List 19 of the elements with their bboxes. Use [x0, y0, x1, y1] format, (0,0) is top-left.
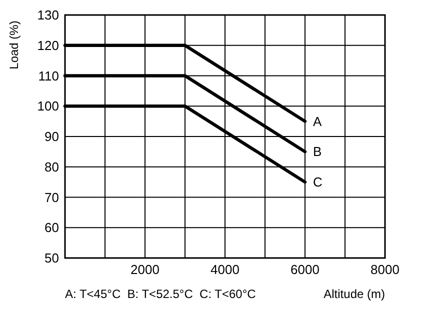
y-tick-label: 100	[37, 98, 59, 114]
y-axis-title: Load (%)	[7, 20, 21, 70]
series-label: A	[313, 114, 322, 129]
y-tick-label: 60	[44, 220, 59, 236]
x-tick-label: 6000	[290, 262, 320, 277]
y-tick-label: 80	[44, 159, 59, 174]
y-tick-label: 120	[37, 38, 59, 53]
y-tick-label: 110	[38, 68, 59, 84]
x-axis-title: Altitude (m)	[324, 287, 385, 301]
x-tick-label: 2000	[130, 262, 160, 277]
y-tick-label: 90	[44, 129, 59, 144]
series-label: B	[313, 144, 322, 160]
x-tick-label: 4000	[210, 262, 240, 277]
y-tick-label: 130	[37, 8, 59, 23]
text: A: T<45°C B: T<52.5°C C: T<60°C	[65, 287, 256, 301]
series-label: C	[313, 174, 322, 190]
y-tick-label: 70	[44, 190, 59, 205]
y-tick-label: 50	[44, 250, 59, 266]
x-tick-label: 8000	[370, 262, 400, 277]
